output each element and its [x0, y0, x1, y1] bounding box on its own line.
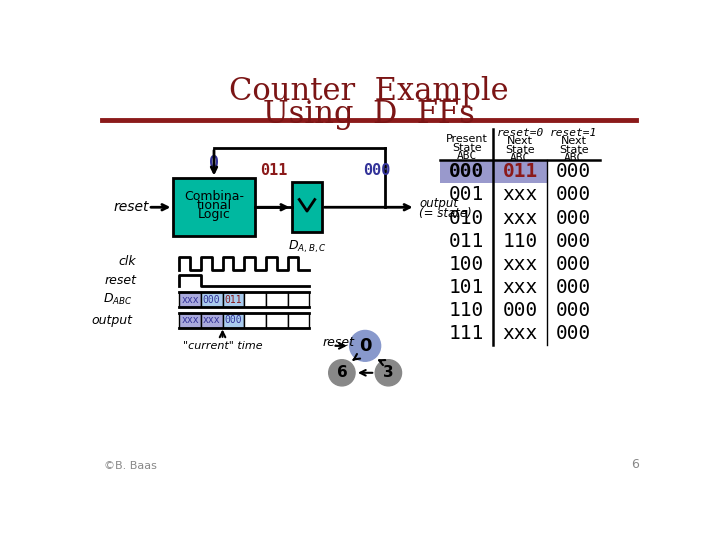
Text: State: State — [452, 143, 482, 153]
Text: 011: 011 — [260, 163, 287, 178]
Text: 011: 011 — [503, 163, 538, 181]
Text: reset: reset — [113, 200, 149, 214]
Text: 000: 000 — [556, 185, 591, 205]
Text: clk: clk — [119, 255, 137, 268]
Text: ABC: ABC — [456, 151, 477, 161]
Text: Next: Next — [561, 137, 587, 146]
Text: State: State — [505, 145, 535, 155]
FancyBboxPatch shape — [179, 313, 201, 328]
Text: 000: 000 — [556, 324, 591, 343]
Text: $D_{ABC}$: $D_{ABC}$ — [103, 292, 132, 307]
Text: 0: 0 — [209, 154, 219, 172]
Text: ABC: ABC — [564, 153, 584, 163]
Text: 000: 000 — [556, 208, 591, 227]
Text: 000: 000 — [556, 278, 591, 297]
Text: xxx: xxx — [181, 315, 199, 326]
FancyBboxPatch shape — [174, 178, 255, 236]
Text: Next: Next — [507, 137, 533, 146]
Text: output: output — [91, 314, 132, 327]
Text: output: output — [419, 197, 459, 210]
FancyBboxPatch shape — [287, 313, 310, 328]
FancyBboxPatch shape — [292, 182, 322, 232]
FancyBboxPatch shape — [201, 313, 222, 328]
Text: "current" time: "current" time — [183, 341, 262, 351]
Text: xxx: xxx — [203, 315, 220, 326]
Text: reset=0: reset=0 — [497, 128, 544, 138]
Text: 000: 000 — [449, 163, 485, 181]
Text: Combina-: Combina- — [184, 190, 244, 203]
Text: 000: 000 — [363, 163, 390, 178]
Text: (= state): (= state) — [419, 207, 472, 220]
Text: 011: 011 — [225, 295, 242, 305]
FancyBboxPatch shape — [201, 292, 222, 307]
Text: 6: 6 — [631, 458, 639, 471]
Text: 011: 011 — [449, 232, 485, 251]
Text: 000: 000 — [203, 295, 220, 305]
Text: 110: 110 — [449, 301, 485, 320]
Text: 000: 000 — [556, 301, 591, 320]
FancyBboxPatch shape — [266, 313, 287, 328]
Text: Present: Present — [446, 134, 487, 144]
FancyBboxPatch shape — [287, 292, 310, 307]
Text: $D_{A,B,C}$: $D_{A,B,C}$ — [288, 239, 326, 255]
Text: 000: 000 — [225, 315, 242, 326]
Text: 000: 000 — [503, 301, 538, 320]
Text: Counter  Example: Counter Example — [229, 76, 509, 107]
Text: Logic: Logic — [197, 208, 230, 221]
Text: 6: 6 — [336, 365, 347, 380]
Text: 000: 000 — [556, 232, 591, 251]
Circle shape — [329, 360, 355, 386]
Text: 010: 010 — [449, 208, 485, 227]
Text: 101: 101 — [449, 278, 485, 297]
Text: xxx: xxx — [503, 324, 538, 343]
Circle shape — [375, 360, 402, 386]
Text: ABC: ABC — [510, 153, 530, 163]
Text: xxx: xxx — [503, 208, 538, 227]
Text: reset: reset — [104, 274, 137, 287]
FancyBboxPatch shape — [244, 313, 266, 328]
Text: 100: 100 — [449, 255, 485, 274]
Text: xxx: xxx — [503, 278, 538, 297]
FancyBboxPatch shape — [179, 292, 201, 307]
Text: 3: 3 — [383, 365, 394, 380]
FancyBboxPatch shape — [441, 160, 493, 184]
Text: reset=1: reset=1 — [550, 128, 597, 138]
Text: xxx: xxx — [181, 295, 199, 305]
FancyBboxPatch shape — [222, 313, 244, 328]
Text: 001: 001 — [449, 185, 485, 205]
FancyBboxPatch shape — [222, 292, 244, 307]
Text: 111: 111 — [449, 324, 485, 343]
Text: Using  D  FFs: Using D FFs — [263, 99, 475, 131]
Text: reset: reset — [323, 335, 354, 348]
Text: State: State — [559, 145, 588, 155]
Text: ©B. Baas: ©B. Baas — [104, 461, 157, 471]
Text: 110: 110 — [503, 232, 538, 251]
Text: 0: 0 — [359, 337, 372, 355]
Text: tional: tional — [197, 199, 232, 212]
FancyBboxPatch shape — [244, 292, 266, 307]
FancyBboxPatch shape — [266, 292, 287, 307]
Circle shape — [350, 330, 381, 361]
Text: 000: 000 — [556, 163, 591, 181]
Text: 000: 000 — [556, 255, 591, 274]
Text: xxx: xxx — [503, 255, 538, 274]
Text: xxx: xxx — [503, 185, 538, 205]
FancyBboxPatch shape — [493, 160, 547, 184]
